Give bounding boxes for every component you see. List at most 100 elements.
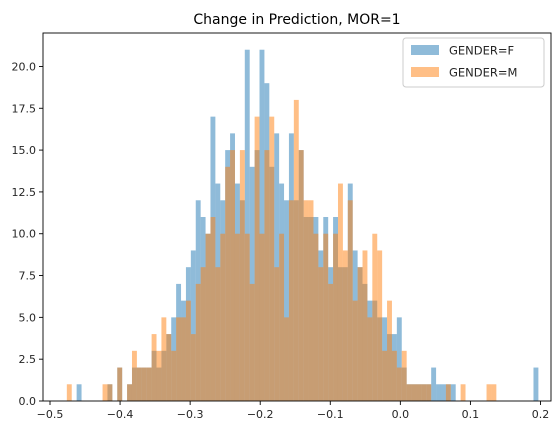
histogram-bar <box>416 384 422 401</box>
histogram-bar <box>220 233 226 401</box>
histogram-bar <box>491 384 497 401</box>
x-tick-label: −0.2 <box>247 408 274 421</box>
histogram-bar <box>234 233 240 401</box>
histogram-bar <box>318 267 324 401</box>
histogram-bar <box>151 334 157 401</box>
legend-label-gender-f: GENDER=F <box>449 44 514 58</box>
histogram-bar <box>323 233 329 401</box>
x-tick-label: 0.2 <box>532 408 550 421</box>
histogram-bar <box>411 384 417 401</box>
histogram-bar <box>431 367 437 401</box>
histogram-bar <box>254 116 260 402</box>
histogram-bar <box>239 150 245 401</box>
histogram-bar <box>293 99 299 401</box>
histogram-bar <box>396 367 402 401</box>
histogram-bar <box>244 233 250 401</box>
histogram-bar <box>362 250 368 401</box>
histogram-bar <box>367 317 373 401</box>
histogram-bar <box>215 267 221 401</box>
histogram-bar <box>210 217 216 401</box>
x-tick-label: −0.5 <box>37 408 64 421</box>
histogram-bar <box>225 166 231 401</box>
histogram-bar <box>337 183 343 401</box>
legend: GENDER=F GENDER=M <box>402 37 545 88</box>
histogram-bar <box>205 233 211 401</box>
histogram-bar <box>107 384 113 401</box>
histogram-bar <box>288 200 294 401</box>
histogram-bar <box>166 334 172 401</box>
histogram-bar <box>421 384 427 401</box>
histogram-bar <box>181 317 186 401</box>
histogram-bar <box>161 317 167 401</box>
histogram-bar <box>533 367 539 401</box>
x-tick-label: 0.0 <box>392 408 410 421</box>
histogram-bar <box>127 384 132 401</box>
histogram-bar <box>436 384 441 401</box>
histogram-bar <box>401 350 407 401</box>
legend-swatch-gender-m <box>411 67 439 77</box>
histogram-bar <box>347 200 353 401</box>
histogram-bar <box>357 267 363 401</box>
histogram-bar <box>102 384 108 401</box>
y-tick-label: 20.0 <box>12 60 37 73</box>
legend-label-gender-m: GENDER=M <box>449 66 517 80</box>
histogram-bar <box>406 384 412 401</box>
y-tick-label: 12.5 <box>12 186 37 199</box>
x-tick-label: 0.1 <box>462 408 480 421</box>
histogram-bar <box>176 317 182 401</box>
histogram-bar <box>352 300 358 401</box>
histogram-bar <box>313 233 319 401</box>
histogram-bar <box>190 334 196 401</box>
histogram-bar <box>440 384 446 401</box>
y-tick-label: 10.0 <box>12 228 37 241</box>
histogram-bar <box>303 200 309 401</box>
histogram-bar <box>391 350 397 401</box>
histogram-bar <box>200 267 206 401</box>
legend-swatch-gender-f <box>411 45 439 55</box>
histogram-bar <box>66 384 72 401</box>
histogram-bar <box>259 233 265 401</box>
histogram-bar <box>333 233 338 401</box>
histogram-bar <box>377 250 383 401</box>
histogram-bar <box>117 367 123 401</box>
histogram-bar <box>185 300 191 401</box>
histogram-bar <box>259 49 265 402</box>
histogram-bar <box>460 384 466 401</box>
histogram-bar <box>279 233 285 401</box>
y-tick-label: 5.0 <box>19 311 37 324</box>
chart-title: Change in Prediction, MOR=1 <box>193 12 400 28</box>
x-axis: −0.5 −0.4 −0.3 −0.2 −0.1 0.0 0.1 0.2 <box>37 401 550 421</box>
histogram-bar <box>131 350 137 401</box>
histogram-bar <box>274 267 280 401</box>
histogram-bar <box>396 317 402 401</box>
x-tick-label: −0.4 <box>107 408 134 421</box>
plot-frame <box>42 32 552 402</box>
x-tick-label: −0.1 <box>317 408 344 421</box>
histogram-bar <box>308 200 314 401</box>
histogram-bar <box>195 283 201 401</box>
y-tick-label: 17.5 <box>12 102 37 115</box>
series-gender-m <box>66 99 497 402</box>
histogram-bar <box>328 283 334 401</box>
histogram-bar <box>190 250 196 401</box>
histogram-bar <box>387 300 392 401</box>
histogram-bar <box>269 116 275 402</box>
histogram-bar <box>230 150 235 401</box>
histogram-bar <box>284 317 289 401</box>
histogram-bar <box>141 367 147 401</box>
histogram-bar <box>156 350 162 401</box>
histogram-bar <box>450 384 456 401</box>
histogram-bar <box>298 150 304 401</box>
x-tick-label: −0.3 <box>177 408 204 421</box>
histogram-bar <box>342 250 348 401</box>
histogram-bar <box>146 367 152 401</box>
y-axis: 0.0 2.5 5.0 7.5 10.0 12.5 15.0 17.5 20.0 <box>12 60 43 408</box>
histogram-bar <box>382 350 388 401</box>
histogram-bar <box>445 384 451 401</box>
histogram-bar <box>372 233 378 401</box>
y-tick-label: 7.5 <box>19 270 37 283</box>
histogram-bar <box>244 49 250 402</box>
y-tick-label: 0.0 <box>19 395 37 408</box>
histogram-bar <box>486 384 492 401</box>
